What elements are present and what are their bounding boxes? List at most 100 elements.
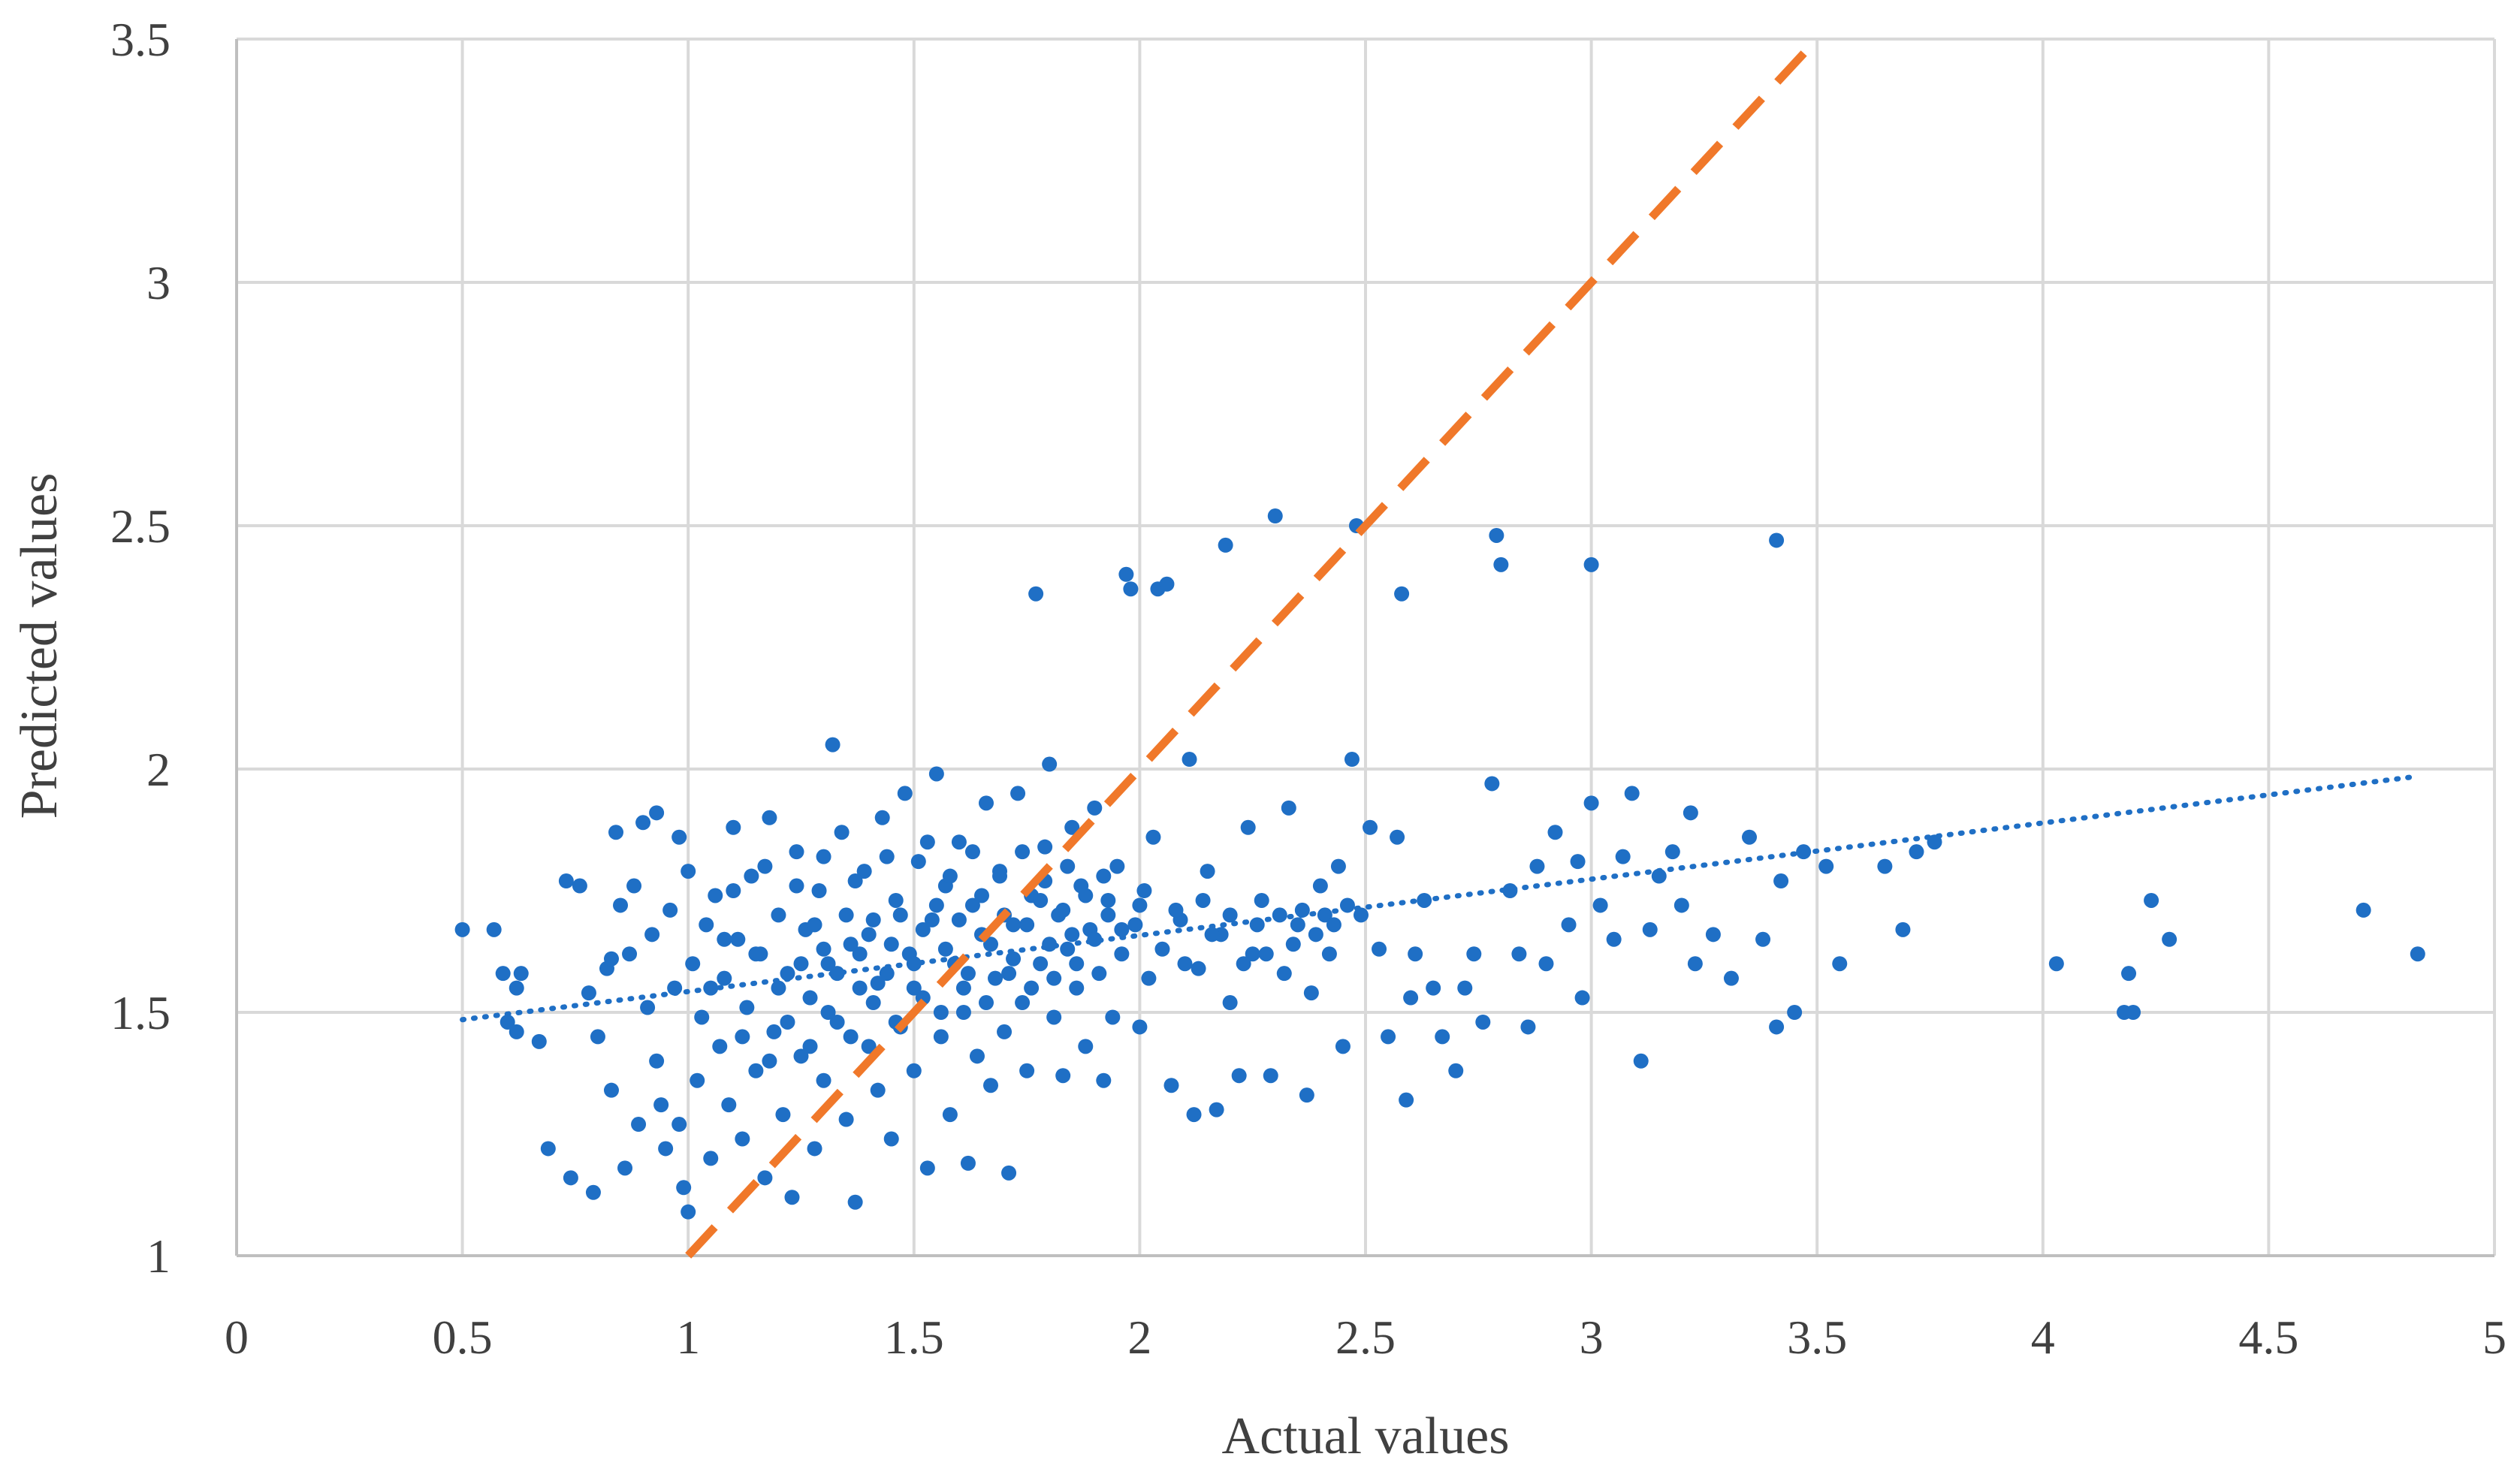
data-point [748, 1063, 764, 1078]
data-point [906, 980, 922, 996]
data-point [1218, 537, 1233, 553]
data-point [735, 1131, 750, 1147]
data-point [762, 1053, 777, 1069]
data-point [847, 873, 863, 889]
data-point [486, 921, 502, 937]
data-point [1055, 902, 1071, 918]
data-point [1335, 1039, 1351, 1054]
data-point [1078, 1039, 1094, 1054]
data-point [1426, 980, 1441, 996]
data-point [1399, 1092, 1414, 1108]
data-point [603, 951, 619, 967]
data-point [978, 995, 994, 1011]
data-point [1055, 1068, 1071, 1084]
data-point [685, 956, 701, 972]
data-point [793, 956, 809, 972]
data-point [1060, 858, 1076, 874]
data-point [585, 1184, 601, 1200]
x-tick-label: 5 [2482, 1311, 2506, 1364]
x-axis-title: Actual values [1222, 1407, 1510, 1465]
data-point [1240, 819, 1256, 835]
data-point [1493, 556, 1509, 572]
data-point [1024, 980, 1040, 996]
data-point [662, 902, 678, 918]
data-point [572, 878, 587, 894]
data-point [712, 1039, 728, 1054]
y-tick-label: 3.5 [110, 13, 171, 66]
data-point [721, 1097, 737, 1113]
data-point [807, 1141, 822, 1157]
data-point [1294, 902, 1310, 918]
data-point [1651, 868, 1667, 884]
data-point [1006, 917, 1022, 933]
x-tick-label: 1 [676, 1311, 700, 1364]
data-point [1403, 990, 1419, 1006]
data-point [617, 1160, 633, 1176]
data-point [978, 795, 994, 811]
data-point [1163, 1078, 1179, 1093]
data-point [1141, 970, 1157, 986]
data-point [1136, 883, 1152, 898]
data-point [2048, 956, 2064, 972]
data-point [509, 980, 524, 996]
data-point [1448, 1063, 1464, 1078]
data-point [955, 980, 971, 996]
data-point [942, 1107, 958, 1123]
data-point [1046, 1009, 1062, 1025]
data-point [1705, 927, 1721, 943]
data-point [1687, 956, 1703, 972]
data-point [1254, 892, 1269, 908]
data-point [960, 1155, 976, 1171]
data-point [1466, 946, 1482, 962]
x-tick-label: 0.5 [433, 1311, 493, 1364]
data-point [861, 1039, 877, 1054]
data-point [856, 864, 872, 879]
data-point [717, 931, 732, 947]
data-point [1457, 980, 1473, 996]
data-point [1339, 897, 1355, 913]
data-point [1723, 970, 1739, 986]
data-point [1664, 844, 1680, 860]
data-point [1624, 786, 1640, 801]
data-point [1177, 956, 1193, 972]
data-point [1010, 786, 1026, 801]
data-point [1574, 990, 1590, 1006]
data-point [708, 888, 723, 903]
data-point [1363, 819, 1378, 835]
data-point [495, 966, 511, 982]
data-point [635, 815, 651, 831]
data-point [1484, 776, 1500, 792]
data-point [590, 1029, 605, 1045]
data-point [919, 1160, 935, 1176]
data-point [1249, 917, 1265, 933]
data-point [960, 966, 976, 982]
data-point [1529, 858, 1545, 874]
data-point [1787, 1005, 1803, 1020]
data-point [1064, 819, 1080, 835]
data-point [1435, 1029, 1450, 1045]
data-point [2356, 902, 2371, 918]
data-point [1186, 1107, 1202, 1123]
data-point [1064, 927, 1080, 943]
data-point [1308, 927, 1323, 943]
data-point [1683, 805, 1698, 821]
data-point [1042, 937, 1058, 952]
data-point [703, 980, 719, 996]
data-point [847, 1194, 863, 1210]
data-point [1769, 532, 1785, 548]
data-point [1927, 834, 1942, 850]
data-point [1127, 917, 1143, 933]
data-point [1742, 829, 1758, 845]
data-point [1773, 873, 1789, 889]
data-point [771, 980, 786, 996]
data-point [1100, 892, 1116, 908]
data-point [649, 805, 665, 821]
data-point [499, 1014, 515, 1030]
data-point [793, 1048, 809, 1064]
data-point [1069, 956, 1085, 972]
data-point [789, 844, 804, 860]
data-point [1281, 800, 1296, 816]
data-point [2121, 966, 2137, 982]
